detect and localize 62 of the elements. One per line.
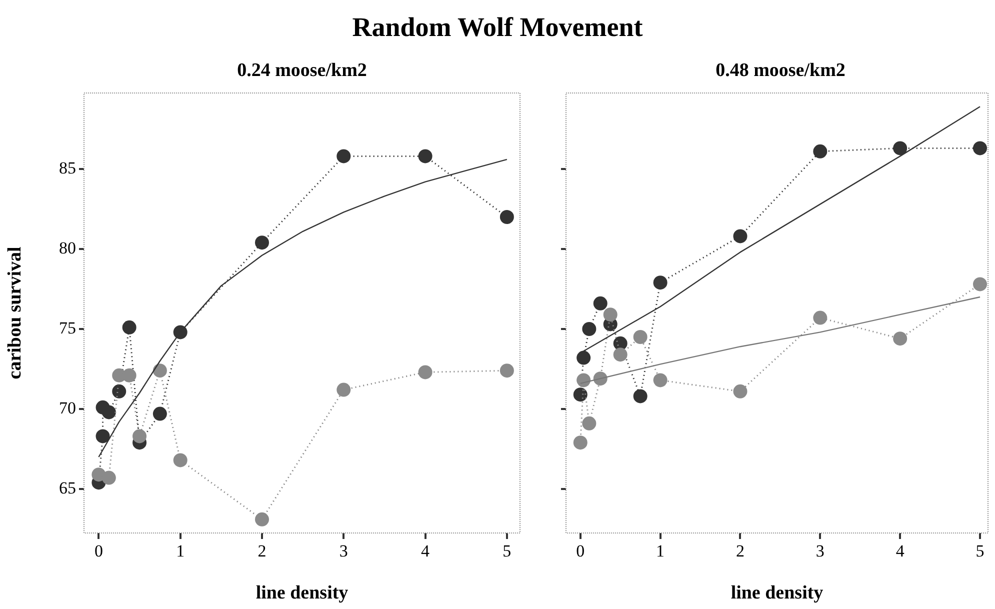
point (813, 144, 828, 158)
x-axis-title: line density (730, 582, 824, 604)
y-tick-label: 80 (59, 238, 76, 258)
y-tick-label: 85 (59, 158, 76, 178)
point (336, 149, 351, 164)
x-tick-label: 5 (976, 542, 984, 561)
point (500, 364, 514, 378)
point (418, 365, 432, 380)
point (582, 322, 596, 336)
x-tick-label: 2 (736, 542, 744, 561)
point (132, 429, 147, 444)
point (573, 436, 588, 450)
point (633, 389, 648, 404)
point (576, 350, 591, 365)
x-tick-label: 3 (339, 542, 348, 561)
chart-title: 0.24 moose/km2 (236, 60, 368, 82)
point (122, 368, 136, 382)
point (813, 310, 828, 325)
x-tick-label: 3 (816, 542, 824, 561)
point (613, 348, 628, 362)
point (102, 405, 116, 420)
point (254, 236, 269, 250)
point (633, 330, 648, 344)
point (603, 308, 618, 322)
x-axis-title: line density (256, 582, 349, 604)
y-tick-label: 75 (59, 318, 76, 338)
point (893, 141, 908, 156)
text: Random Wolf Movement (351, 12, 644, 43)
x-tick-label: 2 (258, 542, 266, 561)
y-axis-title: caribou survival (4, 246, 26, 380)
x-tick-label: 1 (176, 542, 185, 561)
point (653, 373, 668, 388)
point (593, 296, 608, 310)
point (893, 332, 908, 346)
point (733, 384, 748, 398)
x-tick-label: 0 (576, 542, 585, 561)
point (102, 470, 116, 485)
point (122, 320, 136, 334)
point (152, 406, 167, 421)
point (152, 364, 167, 378)
x-tick-label: 1 (656, 542, 665, 561)
point (173, 453, 188, 468)
point (973, 141, 988, 156)
point (500, 210, 514, 224)
y-tick-label: 70 (59, 398, 76, 418)
point (254, 512, 269, 526)
x-tick-label: 0 (94, 542, 103, 561)
point (96, 429, 110, 444)
point (336, 382, 351, 397)
x-tick-label: 5 (502, 542, 512, 561)
point (573, 388, 588, 402)
chart-title: 0.48 moose/km2 (714, 60, 846, 82)
point (582, 416, 596, 430)
point (653, 276, 668, 290)
x-tick-label: 4 (896, 542, 905, 561)
point (112, 384, 126, 398)
point (576, 373, 591, 388)
point (973, 277, 988, 292)
x-tick-label: 4 (421, 542, 430, 561)
y-tick-label: 65 (59, 478, 76, 498)
point (418, 149, 432, 164)
point (733, 229, 748, 244)
